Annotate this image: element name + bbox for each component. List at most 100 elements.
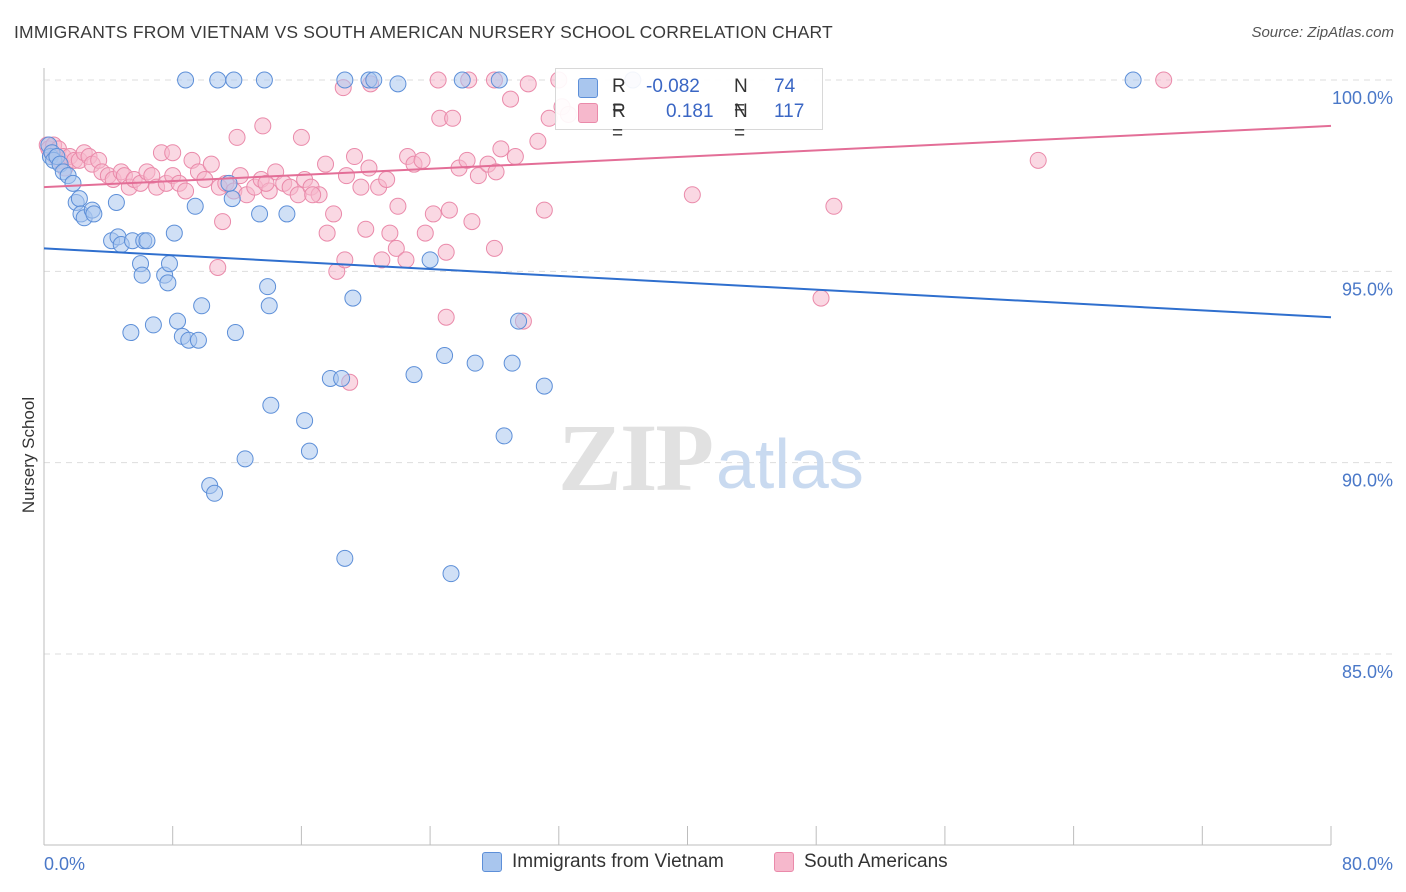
south-americans-point — [397, 251, 415, 269]
r-label: R = — [612, 101, 626, 144]
south-americans-point — [357, 220, 375, 238]
south-americans-point — [683, 186, 701, 204]
vietnam-point — [144, 316, 162, 334]
south-americans-point — [304, 186, 322, 204]
vietnam-point — [133, 266, 151, 284]
legend-label-south-americans: South Americans — [804, 851, 948, 872]
stats-box: R = -0.082 N = 74 R = 0.181 N = 117 — [555, 68, 823, 144]
south-americans-point — [485, 239, 503, 257]
south-americans-point — [529, 132, 547, 150]
south-americans-point — [360, 159, 378, 177]
axis-layer — [43, 68, 1332, 846]
south-americans-point — [381, 224, 399, 242]
south-americans-point — [437, 308, 455, 326]
vietnam-point — [209, 71, 227, 89]
south-americans-point — [177, 182, 195, 200]
vietnam-point — [262, 396, 280, 414]
vietnam-point — [159, 274, 177, 292]
watermark: ZIP atlas — [558, 404, 864, 511]
south-americans-point — [337, 167, 355, 185]
legend-swatch-vietnam — [482, 852, 502, 872]
south-americans-point — [440, 201, 458, 219]
r-value-vietnam: -0.082 — [646, 76, 700, 97]
vietnam-point — [107, 193, 125, 211]
vietnam-point — [365, 71, 383, 89]
south-americans-point — [519, 75, 537, 93]
south-americans-point — [825, 197, 843, 215]
tick-labels: 85.0% 90.0% 95.0% 100.0% 0.0% 80.0% — [44, 88, 1393, 874]
source-label: Source: ZipAtlas.com — [1251, 24, 1394, 41]
y-tick-label: 85.0% — [1342, 662, 1393, 682]
x-tick-label-max: 80.0% — [1342, 854, 1393, 874]
vietnam-point — [260, 297, 278, 315]
vietnam-point — [490, 71, 508, 89]
south-americans-point — [257, 174, 275, 192]
south-americans-point — [1029, 151, 1047, 169]
south-americans-point — [387, 239, 405, 257]
x-tick-label-min: 0.0% — [44, 854, 85, 874]
y-tick-label: 95.0% — [1342, 279, 1393, 299]
vietnam-point — [64, 174, 82, 192]
vietnam-point — [223, 190, 241, 208]
vietnam-point — [259, 278, 277, 296]
south-americans-point — [389, 197, 407, 215]
watermark-atlas: atlas — [716, 425, 864, 503]
south-americans-point — [413, 151, 431, 169]
vietnam-point — [405, 366, 423, 384]
y-tick-label: 90.0% — [1342, 471, 1393, 491]
chart-title: IMMIGRANTS FROM VIETNAM VS SOUTH AMERICA… — [14, 22, 833, 42]
south-americans-point — [1155, 71, 1173, 89]
watermark-zip: ZIP — [558, 404, 712, 511]
vietnam-point — [251, 205, 269, 223]
south-americans-point — [487, 163, 505, 181]
n-value-south-americans: 117 — [774, 101, 805, 122]
y-axis-label: Nursery School — [19, 397, 38, 513]
stats-swatch-south-americans — [578, 103, 598, 123]
legend: Immigrants from Vietnam South Americans — [0, 851, 1406, 879]
vietnam-point — [206, 484, 224, 502]
south-americans-point — [352, 178, 370, 196]
vietnam-point — [436, 347, 454, 365]
vietnam-point — [177, 71, 195, 89]
vietnam-point — [535, 377, 553, 395]
south-americans-point — [429, 71, 447, 89]
vietnam-point — [255, 71, 273, 89]
vietnam-point — [453, 71, 471, 89]
vietnam-point — [226, 324, 244, 342]
south-americans-point — [345, 148, 363, 166]
south-americans-points — [38, 71, 1173, 391]
south-americans-point — [424, 205, 442, 223]
legend-item-south-americans[interactable]: South Americans — [774, 851, 948, 873]
trend-lines — [43, 124, 1332, 319]
legend-swatch-south-americans — [774, 852, 794, 872]
legend-label-vietnam: Immigrants from Vietnam — [512, 851, 724, 872]
vietnam-point — [503, 354, 521, 372]
south-americans-point — [463, 213, 481, 231]
vietnam-point — [389, 75, 407, 93]
south-americans-point — [292, 128, 310, 146]
r-label: R = — [612, 76, 626, 119]
south-americans-trend-line — [43, 124, 1332, 189]
south-americans-point — [502, 90, 520, 108]
vietnam-point — [1124, 71, 1142, 89]
south-americans-point — [325, 205, 343, 223]
vietnam-trend-line — [43, 247, 1332, 319]
vietnam-point — [193, 297, 211, 315]
n-value-vietnam: 74 — [774, 76, 796, 97]
south-americans-point — [214, 213, 232, 231]
vietnam-point — [169, 312, 187, 330]
south-americans-point — [202, 155, 220, 173]
vietnam-point — [510, 312, 528, 330]
vietnam-point — [165, 224, 183, 242]
legend-item-vietnam[interactable]: Immigrants from Vietnam — [482, 851, 724, 873]
vietnam-point — [236, 450, 254, 468]
south-americans-point — [444, 109, 462, 127]
south-americans-point — [228, 128, 246, 146]
n-label: N = — [734, 101, 748, 144]
vietnam-point — [421, 251, 439, 269]
grid-layer — [44, 79, 1396, 655]
y-tick-label: 100.0% — [1332, 88, 1393, 108]
vietnam-point — [70, 190, 88, 208]
vietnam-point — [122, 324, 140, 342]
